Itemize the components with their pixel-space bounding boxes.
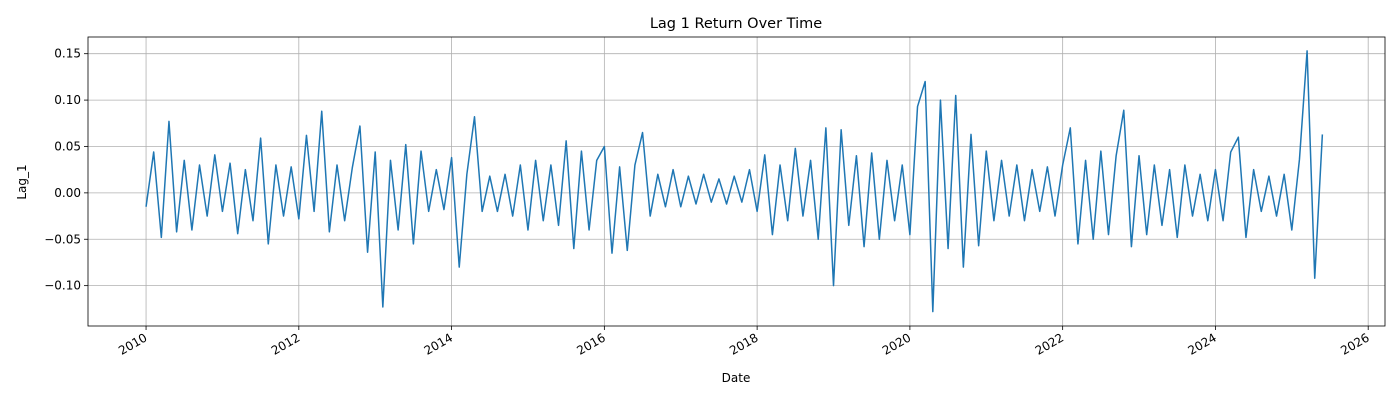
y-tick-label: 0.15 — [54, 47, 81, 61]
x-tick-label: 2020 — [880, 330, 913, 357]
plot-frame — [87, 36, 1386, 327]
y-tick-label: 0.05 — [54, 139, 81, 153]
chart-title: Lag 1 Return Over Time — [650, 16, 822, 32]
x-tick-label: 2010 — [116, 330, 149, 357]
y-tick-label: −0.05 — [44, 232, 81, 246]
y-axis-label: Lag_1 — [15, 164, 29, 199]
x-tick-label: 2026 — [1338, 330, 1371, 357]
x-tick-label: 2024 — [1185, 330, 1218, 357]
data-line — [145, 50, 1324, 313]
x-tick-label: 2012 — [269, 330, 302, 357]
x-tick-label: 2014 — [422, 330, 455, 357]
x-axis-label: Date — [722, 371, 751, 385]
x-tick-label: 2022 — [1033, 330, 1066, 357]
x-tick-label: 2018 — [727, 330, 760, 357]
y-tick-label: 0.00 — [54, 186, 81, 200]
y-tick-label: 0.10 — [54, 93, 81, 107]
x-tick-label: 2016 — [574, 330, 607, 357]
y-tick-label: −0.10 — [44, 279, 81, 293]
